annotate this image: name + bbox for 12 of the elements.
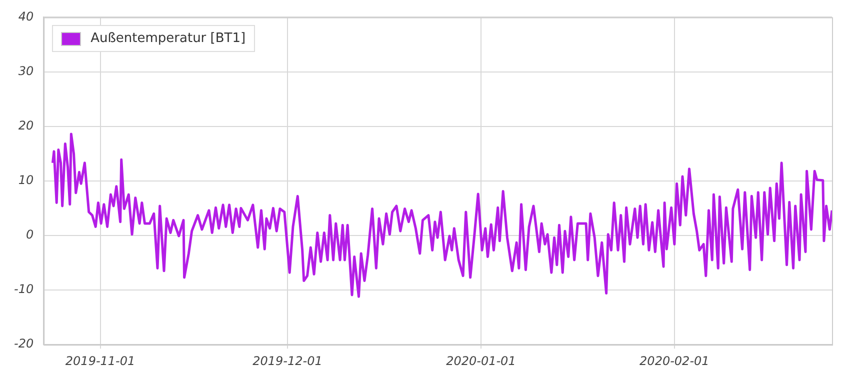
x-tick-label: 2019-11-01 [65, 354, 136, 368]
x-tick-label: 2020-02-01 [640, 354, 710, 368]
y-tick-label: -10 [14, 282, 34, 296]
y-tick-label: 20 [18, 118, 34, 132]
y-tick-label: 30 [18, 64, 34, 78]
y-tick-label: 40 [18, 9, 34, 24]
legend-label: Außentemperatur [BT1] [90, 31, 246, 46]
y-tick-label: 10 [18, 173, 34, 188]
y-tick-label: -20 [14, 336, 34, 351]
x-tick-label: 2020-01-01 [446, 354, 516, 368]
y-tick-label: 0 [26, 228, 34, 242]
x-tick-label: 2019-12-01 [252, 354, 322, 368]
